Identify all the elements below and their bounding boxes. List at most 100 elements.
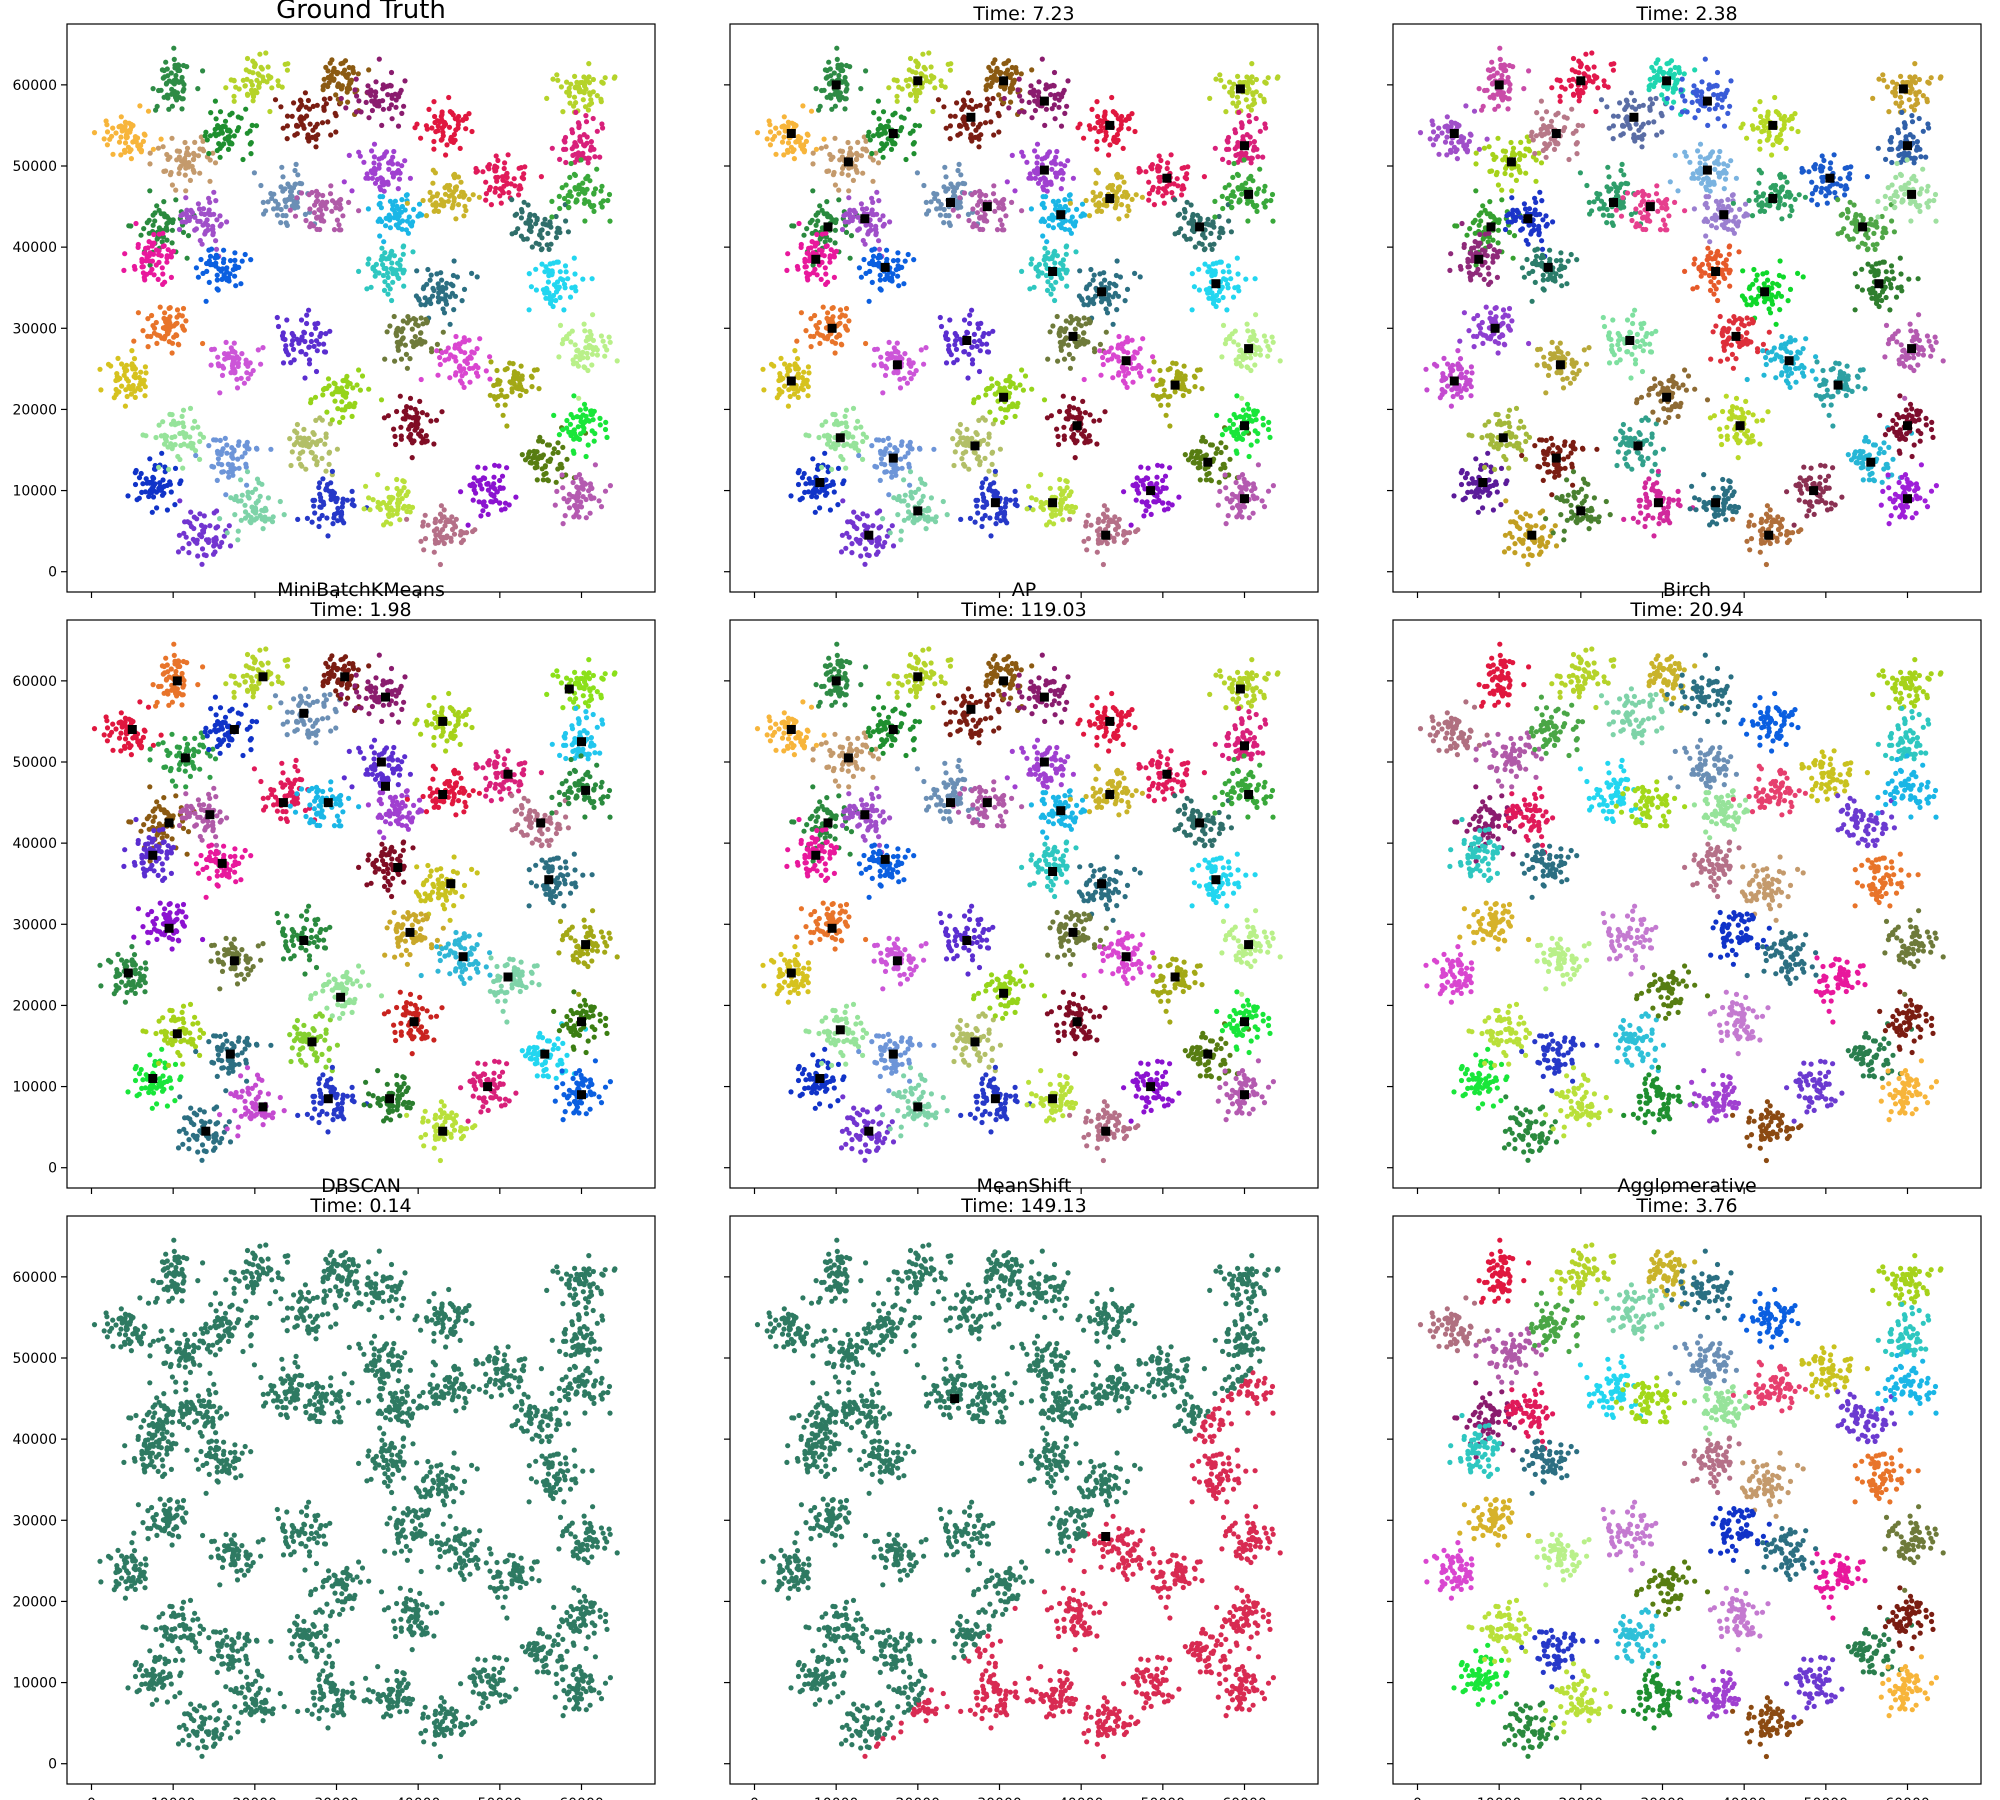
y-tick-label: 10000 [12,484,57,500]
data-point [1229,85,1235,91]
data-point [1073,249,1079,255]
data-point [863,138,869,144]
data-point [246,495,252,501]
data-point [198,134,204,140]
data-point [1150,184,1156,190]
data-point [353,76,359,82]
data-point [983,87,989,93]
data-point [875,131,881,137]
data-point [869,279,875,285]
data-point [590,76,597,83]
data-point [174,307,181,313]
data-point [289,330,295,337]
data-point [1093,167,1099,173]
data-point [258,182,264,189]
data-point [1225,285,1231,291]
data-point [446,193,452,199]
data-point [373,79,379,85]
data-point [1263,125,1269,131]
data-point [409,504,416,510]
data-point [1074,206,1080,212]
data-point [170,219,176,226]
data-point [808,108,815,114]
data-point [816,434,822,441]
data-point [1102,277,1108,283]
data-point [827,482,833,488]
data-point [1150,376,1156,382]
data-point [602,488,609,494]
data-point [284,123,290,129]
data-point [606,334,612,340]
data-point [587,510,593,516]
data-point [151,272,157,278]
panel-title: Ground Truth [276,0,446,25]
data-point [1162,188,1168,194]
data-point [377,501,384,507]
data-point [917,90,923,96]
data-point [1165,402,1171,408]
data-point [444,533,450,539]
data-point [1101,270,1107,276]
data-point [402,342,408,348]
data-point [905,450,911,456]
data-point [184,145,191,151]
data-point [497,477,503,484]
data-point [427,189,433,195]
data-point [559,185,565,191]
data-point [1113,112,1119,118]
data-point [441,540,447,547]
data-point [975,133,982,140]
data-point [447,182,453,189]
data-point [439,350,445,356]
data-point [1098,123,1104,129]
data-point [176,170,182,177]
data-point [827,507,834,513]
data-point [435,372,441,378]
data-point [1227,89,1233,95]
data-point [466,337,472,343]
data-point [143,433,149,439]
data-point [582,218,588,224]
data-point [268,446,274,452]
data-point [404,320,410,326]
data-point [937,212,944,218]
data-point [431,146,437,152]
data-point [229,454,235,460]
data-point [564,425,570,431]
data-point [333,129,339,135]
data-point [536,241,542,247]
data-point [389,512,396,518]
data-point [307,206,313,212]
data-point [1149,166,1155,172]
data-point [211,211,217,217]
data-point [328,132,334,138]
data-point [216,363,222,369]
data-point [137,103,143,109]
data-point [827,259,833,265]
data-point [438,270,444,276]
data-point [169,79,175,85]
data-point [332,200,338,206]
data-point [884,247,890,253]
data-point [150,474,156,480]
data-point [1236,199,1242,205]
data-point [976,368,983,375]
data-point [322,385,328,392]
data-point [461,366,467,372]
data-point [334,446,340,452]
data-point [397,220,403,226]
data-point [853,156,860,163]
data-point [238,517,244,523]
data-point [894,98,900,104]
data-point [584,350,590,356]
data-point [329,417,335,423]
data-point [433,417,440,423]
data-point [546,246,552,252]
data-point [156,252,162,258]
data-point [400,505,406,511]
data-point [588,147,594,153]
data-point [400,335,406,341]
data-point [803,138,810,144]
data-point [898,114,904,120]
data-point [1048,291,1054,297]
